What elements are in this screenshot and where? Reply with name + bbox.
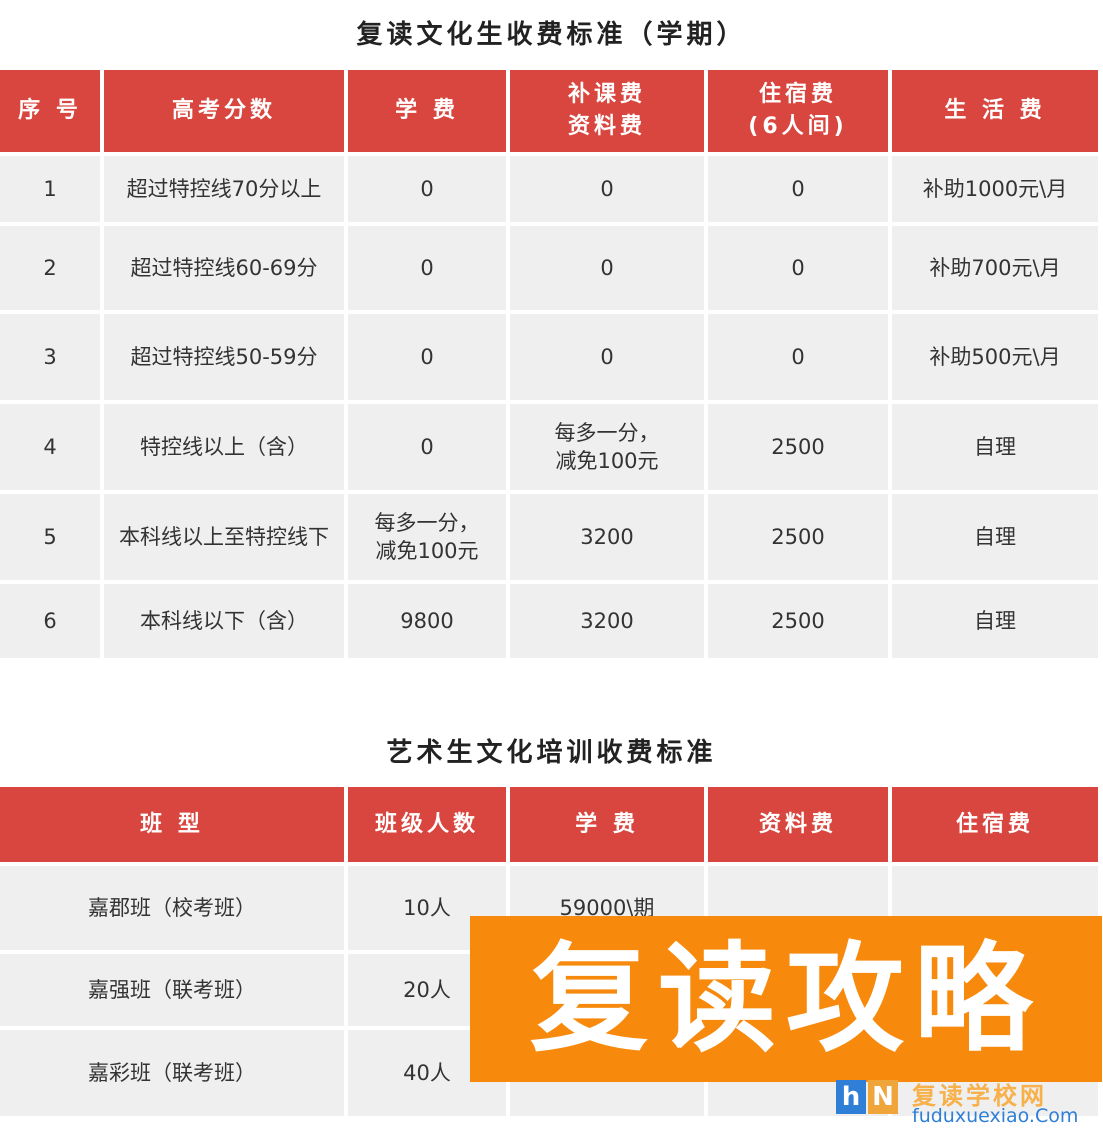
table-row: 3 超过特控线50-59分 0 0 0 补助500元\月: [0, 314, 1098, 400]
table-cell: 0: [708, 314, 888, 400]
table-cell: 自理: [892, 404, 1098, 490]
table-cell: 嘉彩班（联考班）: [0, 1030, 344, 1116]
table-cell: 2: [0, 226, 100, 310]
table-cell: 本科线以下（含）: [104, 584, 344, 658]
watermark-url: fuduxuexiao.Com: [912, 1105, 1079, 1127]
table-cell: 自理: [892, 494, 1098, 580]
table-cell: 本科线以上至特控线下: [104, 494, 344, 580]
banner-overlay: 复读攻略: [470, 916, 1102, 1082]
table-cell: 自理: [892, 584, 1098, 658]
table-cell: 超过特控线70分以上: [104, 156, 344, 222]
column-header: 补课费 资料费: [510, 70, 704, 152]
table-cell: 超过特控线60-69分: [104, 226, 344, 310]
table-cell: 0: [348, 404, 506, 490]
table-cell: 0: [348, 314, 506, 400]
table-cell: 超过特控线50-59分: [104, 314, 344, 400]
table-cell: 补助700元\月: [892, 226, 1098, 310]
column-header: 序 号: [0, 70, 100, 152]
column-header: 班级人数: [348, 787, 506, 862]
table-cell: 每多一分， 减免100元: [510, 404, 704, 490]
column-header: 住宿费: [892, 787, 1098, 862]
column-header: 学 费: [348, 70, 506, 152]
table-cell: 4: [0, 404, 100, 490]
table-cell: 0: [510, 314, 704, 400]
table-row: 1 超过特控线70分以上 0 0 0 补助1000元\月: [0, 156, 1098, 222]
table-cell: 补助1000元\月: [892, 156, 1098, 222]
table-cell: 0: [708, 156, 888, 222]
table-cell: 补助500元\月: [892, 314, 1098, 400]
table-cell: 3200: [510, 584, 704, 658]
table-cell: 特控线以上（含）: [104, 404, 344, 490]
column-header: 生 活 费: [892, 70, 1098, 152]
table-cell: 每多一分， 减免100元: [348, 494, 506, 580]
table-cell: 0: [510, 226, 704, 310]
table-cell: 3200: [510, 494, 704, 580]
table-cell: 0: [510, 156, 704, 222]
table-cell: 1: [0, 156, 100, 222]
column-header: 班 型: [0, 787, 344, 862]
column-header: 高考分数: [104, 70, 344, 152]
table-cell: 2500: [708, 494, 888, 580]
fee-table-repeat: 序 号高考分数学 费补课费 资料费 住宿费 (6人间) 生 活 费 1 超过特控线70分…: [0, 66, 1102, 662]
table-cell: 0: [348, 156, 506, 222]
table-cell: 9800: [348, 584, 506, 658]
table-cell: 5: [0, 494, 100, 580]
table-cell: 0: [708, 226, 888, 310]
table-row: 5 本科线以上至特控线下 每多一分， 减免100元 3200 2500 自理: [0, 494, 1098, 580]
column-header: 资料费: [708, 787, 888, 862]
table-cell: 2500: [708, 584, 888, 658]
table2-title: 艺术生文化培训收费标准: [386, 738, 717, 768]
column-header: 学 费: [510, 787, 704, 862]
table-cell: 嘉强班（联考班）: [0, 954, 344, 1026]
table-cell: 2500: [708, 404, 888, 490]
table-cell: 3: [0, 314, 100, 400]
table-cell: 0: [348, 226, 506, 310]
table-cell: 6: [0, 584, 100, 658]
table-row: 2 超过特控线60-69分 0 0 0 补助700元\月: [0, 226, 1098, 310]
column-header: 住宿费 (6人间): [708, 70, 888, 152]
table1-title: 复读文化生收费标准（学期）: [356, 20, 747, 50]
table-cell: 嘉郡班（校考班）: [0, 866, 344, 950]
watermark-name: 复读学校网: [912, 1082, 1047, 1110]
table-row: 4 特控线以上（含） 0 每多一分， 减免100元 2500 自理: [0, 404, 1098, 490]
table-row: 6 本科线以下（含） 9800 3200 2500 自理: [0, 584, 1098, 658]
